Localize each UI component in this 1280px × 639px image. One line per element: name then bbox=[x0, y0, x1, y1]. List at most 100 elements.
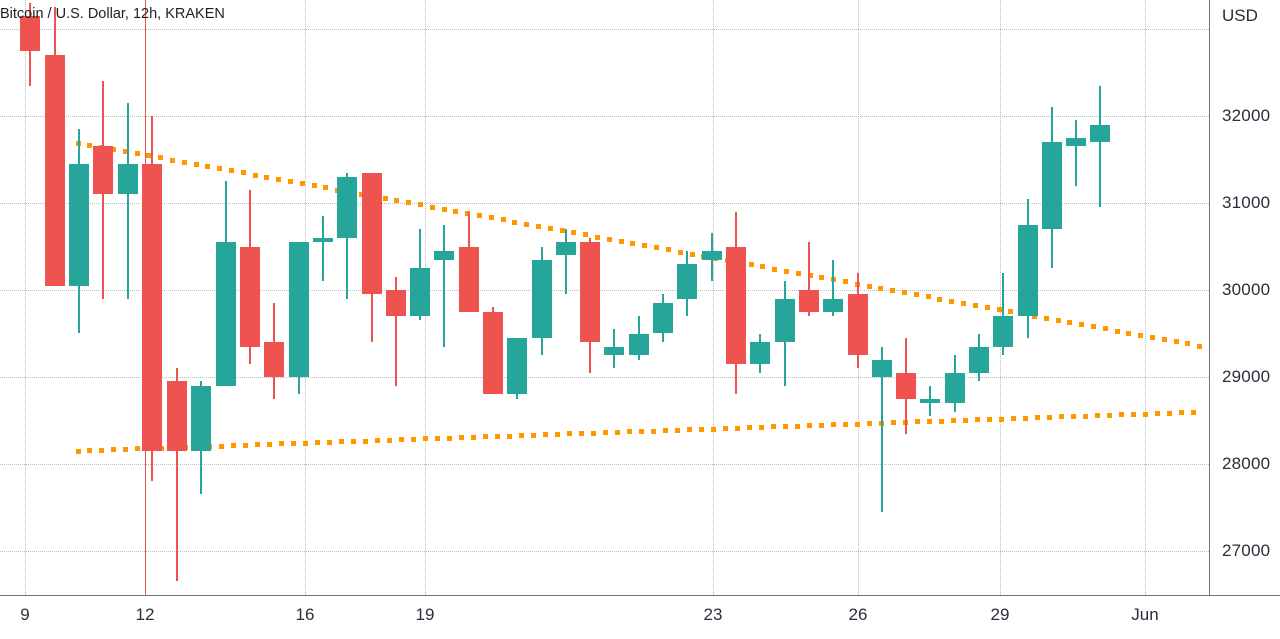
trendline-dot bbox=[902, 290, 908, 296]
candle-body bbox=[167, 381, 187, 451]
trendline-dot bbox=[255, 442, 261, 448]
candle-body bbox=[629, 333, 649, 356]
trendline-dot bbox=[663, 428, 669, 434]
candle-body bbox=[20, 15, 40, 51]
candle-body bbox=[289, 242, 309, 377]
trendline-dot bbox=[591, 430, 597, 436]
trendline-dot bbox=[110, 146, 116, 152]
trendline-dot bbox=[465, 211, 471, 217]
candle-wick bbox=[1075, 120, 1077, 186]
trendline-dot bbox=[996, 307, 1002, 313]
trendline-dot bbox=[913, 292, 919, 298]
candle-body bbox=[653, 303, 673, 334]
trendline-dot bbox=[950, 418, 956, 424]
trendline-dot bbox=[866, 283, 872, 289]
trendline-dot bbox=[831, 422, 837, 428]
candle-body bbox=[483, 311, 503, 395]
trendline-dot bbox=[435, 436, 441, 442]
candle-wick bbox=[1002, 272, 1004, 356]
candle-body bbox=[386, 290, 406, 317]
trendline-dot bbox=[429, 204, 435, 210]
candle-body bbox=[726, 246, 746, 364]
trendline-dot bbox=[1055, 317, 1061, 323]
gridline-horizontal bbox=[0, 464, 1209, 465]
candle-body bbox=[216, 242, 236, 386]
trendline-dot bbox=[411, 436, 417, 442]
candle-body bbox=[240, 246, 260, 347]
candle-wick bbox=[443, 224, 445, 347]
candle-body bbox=[1066, 137, 1086, 147]
trendline-dot bbox=[87, 142, 93, 148]
trendline-dot bbox=[1043, 315, 1049, 321]
trendline-dot bbox=[394, 198, 400, 204]
trendline-dot bbox=[962, 417, 968, 423]
trendline-dot bbox=[630, 240, 636, 246]
trendline-dot bbox=[543, 432, 549, 438]
trendline-dot bbox=[358, 191, 364, 197]
candle-body bbox=[604, 346, 624, 356]
trendline-dot bbox=[986, 416, 992, 422]
trendline-dot bbox=[488, 215, 494, 221]
trendline-dot bbox=[87, 448, 93, 454]
candle-body bbox=[1018, 224, 1038, 317]
trendline-dot bbox=[748, 262, 754, 268]
trendline-dot bbox=[699, 426, 705, 432]
trendline-dot bbox=[1197, 343, 1203, 349]
trendline-dot bbox=[387, 437, 393, 443]
chart-title: Bitcoin / U.S. Dollar, 12h, KRAKEN bbox=[0, 6, 225, 22]
trendline-dot bbox=[639, 428, 645, 434]
trendline-dot bbox=[205, 164, 211, 169]
trendline-dot bbox=[507, 433, 513, 439]
trendline-dot bbox=[795, 423, 801, 429]
candle-body bbox=[750, 342, 770, 364]
candle-body bbox=[945, 372, 965, 404]
trendline-dot bbox=[288, 178, 294, 184]
candle-body bbox=[993, 316, 1013, 347]
candle-wick bbox=[881, 346, 883, 512]
trendline-dot bbox=[1067, 320, 1073, 326]
time-axis-tick: 19 bbox=[415, 605, 435, 624]
trendline-dot bbox=[606, 236, 612, 242]
trendline-dot bbox=[158, 155, 164, 161]
candle-body bbox=[1090, 124, 1110, 143]
trendline-dot bbox=[1130, 411, 1136, 417]
price-axis[interactable]: USD 32000 31000 30000 29000 28000 27000 bbox=[1209, 0, 1280, 595]
candle-body bbox=[142, 163, 162, 451]
trendline-dot bbox=[1034, 415, 1040, 421]
trendline-dot bbox=[134, 151, 140, 157]
trendline-dot bbox=[299, 181, 305, 187]
trendline-dot bbox=[1150, 335, 1156, 340]
time-axis[interactable]: 9 12 16 19 23 26 29 Jun bbox=[0, 595, 1280, 639]
trendline-dot bbox=[135, 446, 141, 452]
price-axis-tick: 32000 bbox=[1222, 106, 1271, 125]
trendline-dot bbox=[772, 266, 778, 272]
trendline-dot bbox=[878, 285, 884, 291]
trendline-dot bbox=[972, 302, 978, 308]
trendline-dot bbox=[937, 296, 943, 302]
trendline-dot bbox=[417, 202, 423, 208]
trendline-dot bbox=[783, 424, 789, 429]
trendline-dot bbox=[998, 416, 1004, 422]
trendline-dot bbox=[819, 422, 825, 428]
trendline-dot bbox=[323, 185, 329, 191]
trendline-dot bbox=[651, 428, 657, 434]
trendline-dot bbox=[169, 157, 175, 163]
trendline-dot bbox=[1138, 332, 1144, 338]
trendline-dot bbox=[315, 440, 321, 446]
trendline-dot bbox=[219, 443, 225, 449]
candle-body bbox=[434, 250, 454, 260]
gridline-horizontal bbox=[0, 377, 1209, 378]
trendline-dot bbox=[687, 427, 693, 433]
trendline-dot bbox=[843, 421, 849, 427]
candle-body bbox=[45, 55, 65, 286]
time-axis-tick: 12 bbox=[135, 605, 155, 624]
trendline-dot bbox=[615, 429, 621, 435]
candle-wick bbox=[322, 216, 324, 282]
trendline-dot bbox=[441, 206, 447, 212]
trendline-dot bbox=[231, 443, 237, 449]
trendline-dot bbox=[519, 433, 525, 439]
trendline-dot bbox=[382, 196, 388, 202]
trendline-dot bbox=[1166, 410, 1172, 416]
chart-plot-area[interactable]: Bitcoin / U.S. Dollar, 12h, KRAKEN bbox=[0, 0, 1209, 595]
trendline-dot bbox=[1142, 411, 1148, 417]
